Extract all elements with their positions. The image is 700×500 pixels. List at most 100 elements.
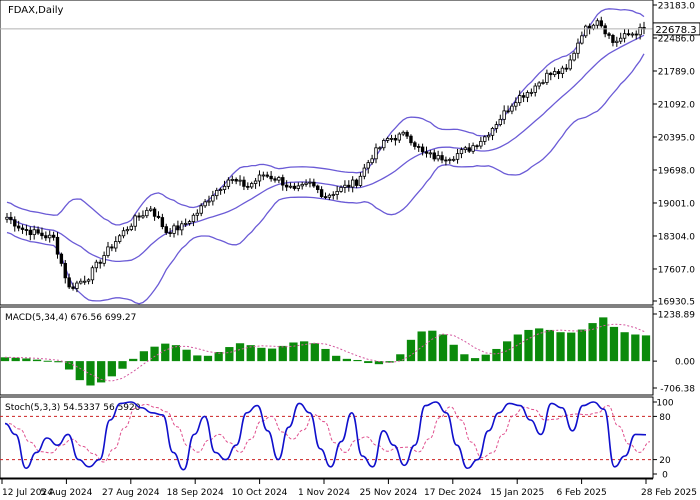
candle-body bbox=[603, 25, 607, 35]
candle-body bbox=[440, 155, 444, 161]
candle-body bbox=[331, 194, 335, 196]
candle-body bbox=[269, 175, 273, 180]
price-tick-label: 17607.0 bbox=[658, 265, 695, 275]
stoch-tick-label: 0 bbox=[662, 471, 668, 481]
macd-bar bbox=[257, 347, 266, 362]
macd-tick-label: 1238.89 bbox=[658, 311, 695, 321]
candle-body bbox=[525, 92, 530, 98]
macd-bar bbox=[278, 345, 287, 362]
candle-body bbox=[176, 225, 180, 231]
candle-body bbox=[257, 174, 262, 182]
candle-body bbox=[183, 222, 188, 225]
macd-bar bbox=[97, 361, 106, 383]
candle-body bbox=[133, 215, 137, 227]
candle-body bbox=[199, 205, 203, 214]
macd-bar bbox=[406, 339, 416, 362]
candle-body bbox=[211, 195, 215, 202]
candle-body bbox=[595, 20, 600, 26]
macd-bar bbox=[64, 361, 74, 370]
stoch-tick-label: 100 bbox=[656, 399, 673, 409]
candle-body bbox=[79, 280, 83, 284]
macd-bar bbox=[75, 361, 84, 381]
candle-body bbox=[626, 33, 631, 36]
macd-title: MACD(5,34,4) 676.56 699.27 bbox=[5, 313, 136, 323]
price-tick-label: 20395.0 bbox=[658, 133, 695, 143]
candle-body bbox=[420, 146, 425, 153]
macd-bar bbox=[460, 354, 469, 362]
candle-body bbox=[160, 217, 165, 228]
macd-bar bbox=[609, 326, 619, 362]
macd-bar bbox=[641, 335, 651, 362]
candle-body bbox=[378, 147, 382, 150]
macd-bar bbox=[150, 346, 159, 362]
candle-body bbox=[529, 91, 534, 94]
candle-body bbox=[541, 82, 545, 84]
candle-body bbox=[281, 177, 285, 186]
candle-body bbox=[436, 155, 440, 160]
price-candles bbox=[5, 16, 646, 293]
date-tick-label: 1 Nov 2024 bbox=[298, 488, 350, 498]
candle-body bbox=[354, 179, 359, 186]
candle-body bbox=[67, 277, 71, 288]
candle-body bbox=[172, 225, 176, 234]
price-tick-label: 19001.0 bbox=[658, 199, 695, 209]
candle-body bbox=[191, 214, 196, 222]
candle-body bbox=[316, 185, 320, 190]
macd-bar bbox=[321, 348, 330, 362]
candle-body bbox=[556, 71, 561, 74]
candle-body bbox=[277, 177, 281, 181]
candle-body bbox=[350, 179, 355, 188]
macd-bar bbox=[214, 351, 223, 362]
stoch-y-axis: 100 80 20 0 bbox=[653, 399, 674, 481]
candle-body bbox=[164, 226, 168, 233]
candle-body bbox=[490, 127, 495, 136]
candle-body bbox=[591, 24, 596, 30]
macd-bar bbox=[417, 331, 426, 362]
candle-body bbox=[428, 152, 433, 155]
candle-body bbox=[13, 219, 17, 227]
candle-body bbox=[48, 234, 52, 239]
macd-bar bbox=[107, 361, 116, 377]
candle-body bbox=[459, 149, 464, 155]
candle-body bbox=[55, 236, 60, 255]
candle-body bbox=[432, 152, 436, 160]
macd-bar bbox=[310, 343, 319, 362]
macd-bar bbox=[364, 361, 373, 364]
macd-bar bbox=[289, 342, 298, 362]
candle-body bbox=[16, 225, 21, 229]
date-tick-label: 17 Dec 2024 bbox=[424, 488, 482, 498]
candle-body bbox=[250, 183, 254, 188]
candle-body bbox=[98, 261, 102, 264]
candle-body bbox=[106, 246, 110, 256]
macd-bar bbox=[182, 349, 191, 362]
candle-body bbox=[312, 181, 316, 187]
candle-body bbox=[125, 229, 130, 232]
candle-body bbox=[510, 105, 514, 112]
candle-body bbox=[129, 225, 133, 230]
date-tick-label: 28 Feb 2025 bbox=[641, 488, 697, 498]
candle-body bbox=[393, 138, 398, 141]
bollinger-middle-band bbox=[6, 34, 645, 263]
candle-body bbox=[634, 33, 638, 36]
candle-body bbox=[222, 185, 227, 190]
macd-bar bbox=[545, 329, 554, 362]
date-tick-label: 5 Aug 2024 bbox=[40, 488, 92, 498]
macd-bar bbox=[161, 343, 170, 362]
candle-body bbox=[44, 235, 48, 239]
current-price-label: 22678.3 bbox=[655, 25, 696, 36]
price-tick-label: 22486.0 bbox=[658, 34, 695, 44]
candle-body bbox=[471, 145, 475, 152]
macd-bar bbox=[470, 358, 480, 362]
candle-body bbox=[238, 179, 242, 182]
macd-bar bbox=[588, 323, 597, 362]
candle-body bbox=[382, 140, 386, 149]
candle-body bbox=[149, 208, 153, 211]
candle-body bbox=[253, 180, 258, 184]
date-tick-label: 12 Jul 2024 bbox=[2, 488, 53, 498]
candle-body bbox=[265, 174, 269, 177]
candle-body bbox=[630, 33, 635, 36]
candle-body bbox=[638, 26, 642, 36]
candle-body bbox=[141, 215, 145, 218]
macd-bar bbox=[449, 344, 458, 362]
candle-body bbox=[242, 179, 246, 187]
